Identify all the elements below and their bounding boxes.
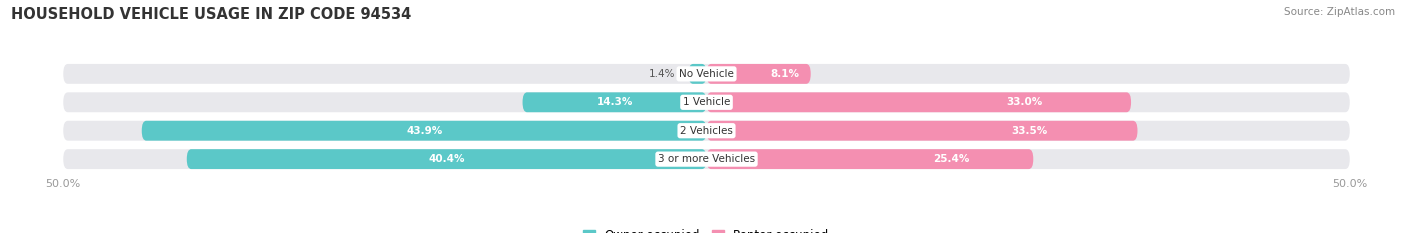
Text: 33.0%: 33.0% (1007, 97, 1043, 107)
Text: 8.1%: 8.1% (770, 69, 799, 79)
Text: 40.4%: 40.4% (429, 154, 465, 164)
Text: 33.5%: 33.5% (1012, 126, 1047, 136)
Text: 1 Vehicle: 1 Vehicle (683, 97, 730, 107)
FancyBboxPatch shape (707, 92, 1130, 112)
Text: HOUSEHOLD VEHICLE USAGE IN ZIP CODE 94534: HOUSEHOLD VEHICLE USAGE IN ZIP CODE 9453… (11, 7, 412, 22)
FancyBboxPatch shape (63, 121, 1350, 141)
FancyBboxPatch shape (523, 92, 707, 112)
FancyBboxPatch shape (689, 64, 707, 84)
Text: 14.3%: 14.3% (596, 97, 633, 107)
FancyBboxPatch shape (187, 149, 707, 169)
Text: 25.4%: 25.4% (934, 154, 970, 164)
Text: 3 or more Vehicles: 3 or more Vehicles (658, 154, 755, 164)
FancyBboxPatch shape (707, 121, 1137, 141)
FancyBboxPatch shape (707, 149, 1033, 169)
Text: Source: ZipAtlas.com: Source: ZipAtlas.com (1284, 7, 1395, 17)
Text: No Vehicle: No Vehicle (679, 69, 734, 79)
FancyBboxPatch shape (63, 92, 1350, 112)
FancyBboxPatch shape (142, 121, 707, 141)
Text: 43.9%: 43.9% (406, 126, 443, 136)
Legend: Owner-occupied, Renter-occupied: Owner-occupied, Renter-occupied (579, 225, 834, 233)
Text: 1.4%: 1.4% (650, 69, 676, 79)
FancyBboxPatch shape (63, 64, 1350, 84)
FancyBboxPatch shape (63, 149, 1350, 169)
FancyBboxPatch shape (707, 64, 811, 84)
Text: 2 Vehicles: 2 Vehicles (681, 126, 733, 136)
